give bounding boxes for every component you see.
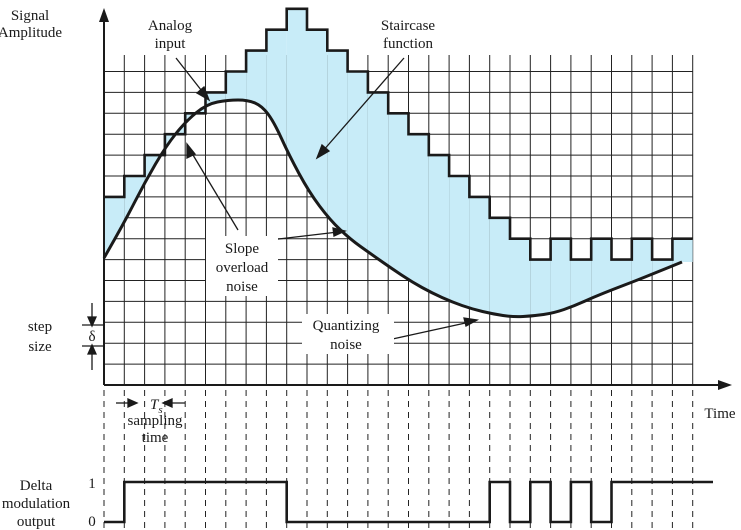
noise-region — [307, 29, 328, 217]
slope-pointer-1-head — [186, 142, 197, 160]
noise-region — [428, 155, 450, 301]
quantizing-pointer-head — [463, 317, 479, 327]
noise-region — [591, 238, 612, 299]
y-axis-label-line1: Signal — [11, 8, 49, 24]
noise-region — [489, 217, 510, 317]
ts-symbol: Ts — [150, 397, 163, 416]
slope-pointer-2 — [269, 231, 339, 241]
ts-symbol-main: T — [150, 397, 160, 413]
noise-region — [510, 238, 531, 317]
noise-region — [570, 259, 592, 308]
sampling-label-line2: time — [142, 430, 169, 446]
noise-region — [672, 238, 693, 266]
staircase-label-line1: Staircase — [381, 18, 435, 34]
noise-region — [144, 147, 165, 183]
staircase-pointer — [321, 57, 405, 153]
quantizing-label-bg — [302, 314, 394, 354]
step-size-arrow-bottom-head — [86, 343, 98, 355]
ts-symbol-subscript: s — [158, 404, 162, 416]
slope-label-line1: Slope — [225, 241, 260, 257]
step-size-label-line2: size — [28, 339, 52, 355]
step-size-arrow-top-head — [86, 316, 98, 328]
noise-region — [469, 196, 490, 314]
noise-region — [550, 238, 571, 314]
slope-pointer-2-head — [332, 227, 347, 237]
x-axis-label: Time — [704, 406, 735, 422]
ts-arrow-right-head — [161, 397, 173, 409]
axes — [99, 8, 732, 390]
quantizing-pointer — [387, 321, 471, 341]
staircase-label-line2: function — [383, 36, 433, 52]
analog-label-line1: Analog — [148, 18, 193, 34]
y-axis-arrow — [99, 8, 109, 22]
analog-label-line2: input — [155, 36, 187, 52]
slope-label-bg — [206, 236, 278, 296]
y-axis-label-line2: Amplitude — [0, 25, 62, 41]
noise-region — [205, 92, 226, 106]
noise-regions — [104, 8, 693, 317]
noise-region — [286, 8, 307, 189]
noise-region — [104, 196, 125, 258]
output-label-line1: Delta — [20, 478, 53, 494]
step-size-label-line1: step — [28, 319, 52, 335]
labels: Signal Amplitude Time Analog input Stair… — [0, 8, 736, 530]
delta-symbol: δ — [88, 329, 95, 345]
noise-region — [530, 259, 551, 317]
analog-pointer-head — [195, 85, 211, 102]
noise-region — [225, 71, 247, 101]
quantizing-label-line1: Quantizing — [313, 318, 380, 334]
slope-pointer-1 — [189, 149, 239, 231]
noise-region — [408, 134, 429, 292]
noise-region — [347, 71, 368, 252]
analog-input-curve — [102, 98, 683, 319]
ts-arrow-left-head — [127, 397, 139, 409]
output-label-line3: output — [17, 514, 56, 530]
noise-region — [631, 238, 653, 283]
sampling-guides — [103, 390, 694, 528]
staircase-function — [104, 7, 693, 261]
slope-label-line3: noise — [226, 279, 258, 295]
sampling-label-line1: sampling — [128, 413, 183, 429]
output-label-line2: modulation — [2, 496, 71, 512]
staircase-pointer-head — [315, 143, 331, 160]
noise-region — [611, 259, 632, 290]
analog-pointer — [175, 57, 206, 96]
output-level-high: 1 — [88, 476, 96, 492]
noise-region — [266, 29, 287, 150]
noise-region — [449, 176, 470, 309]
annotation-arrows — [82, 57, 479, 409]
label-backgrounds — [206, 236, 394, 354]
noise-region — [367, 92, 389, 267]
noise-region — [388, 113, 409, 280]
delta-output-waveform — [104, 480, 713, 524]
x-axis-arrow — [718, 380, 732, 390]
slope-label-line2: overload — [216, 260, 269, 276]
noise-region — [327, 50, 348, 237]
noise-region — [246, 50, 267, 112]
output-level-low: 0 — [88, 514, 96, 530]
quantizing-label-line2: noise — [330, 337, 362, 353]
